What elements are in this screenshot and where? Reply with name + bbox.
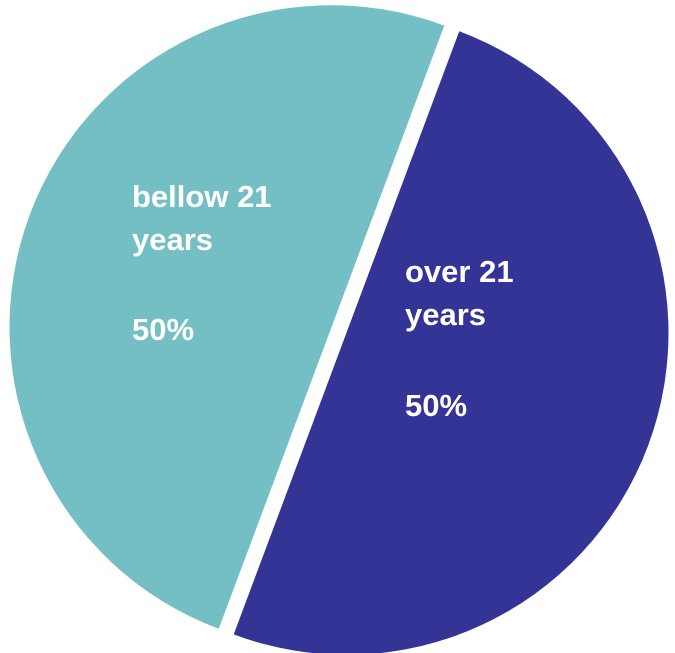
pie-labels: bellow 21 years 50% over 21 years 50% [132,179,514,423]
slice-2-value-label: 50% [405,388,467,423]
slice-2-label-line-1: over 21 [405,254,514,289]
pie-slice-1 [233,31,669,653]
slice-2-label-line-2: years [405,297,486,332]
slice-1-label-line-1: bellow 21 [132,179,272,214]
slice-1-label-line-2: years [132,222,213,257]
pie-slices [9,5,669,653]
slice-1-value-label: 50% [132,312,194,347]
pie-slice-2 [9,5,445,629]
